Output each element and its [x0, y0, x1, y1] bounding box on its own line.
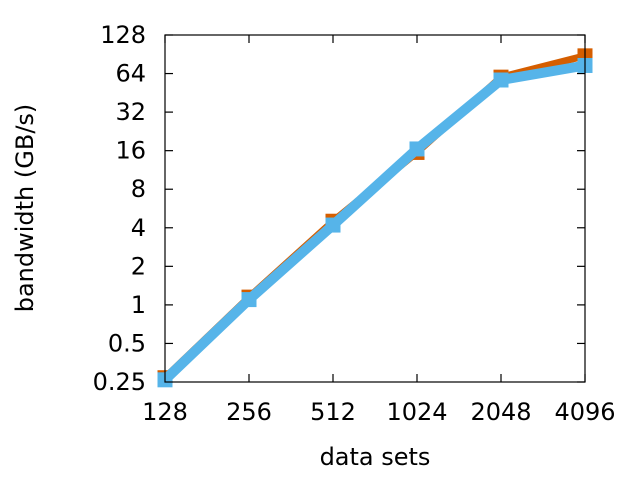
- series-1: [157, 48, 593, 386]
- plot-frame: [164, 34, 586, 383]
- data-point: [493, 72, 509, 88]
- ticks-layer: 128 256 512 1024 2048 4096 0.25 0.5 1 2 4 8 16 32 64 12…: [93, 21, 616, 426]
- y-axis-title: bandwidth (GB/s): [11, 104, 39, 313]
- x-tick-label: 2048: [470, 398, 531, 426]
- data-point: [325, 217, 341, 233]
- x-tick-label: 512: [310, 398, 356, 426]
- data-point: [241, 292, 257, 308]
- y-tick-label: 4: [131, 214, 146, 242]
- y-tick-label: 0.5: [108, 329, 146, 357]
- y-tick-label: 0.25: [93, 368, 146, 396]
- series-2: [157, 57, 593, 388]
- x-tick-label: 256: [226, 398, 272, 426]
- x-tick-label: 128: [142, 398, 188, 426]
- y-tick-label: 32: [115, 98, 146, 126]
- series-line: [162, 52, 586, 381]
- y-tick-label: 64: [115, 60, 146, 88]
- x-tick-label: 1024: [386, 398, 447, 426]
- series-layer: [157, 48, 593, 388]
- x-tick-label: 4096: [554, 398, 615, 426]
- x-axis-title: data sets: [320, 443, 431, 471]
- y-tick-label: 2: [131, 252, 146, 280]
- y-tick-label: 1: [131, 291, 146, 319]
- y-tick-label: 128: [100, 21, 146, 49]
- series-line: [161, 60, 586, 384]
- y-tick-label: 8: [131, 175, 146, 203]
- y-tick-label: 16: [115, 137, 146, 165]
- data-point: [409, 141, 425, 157]
